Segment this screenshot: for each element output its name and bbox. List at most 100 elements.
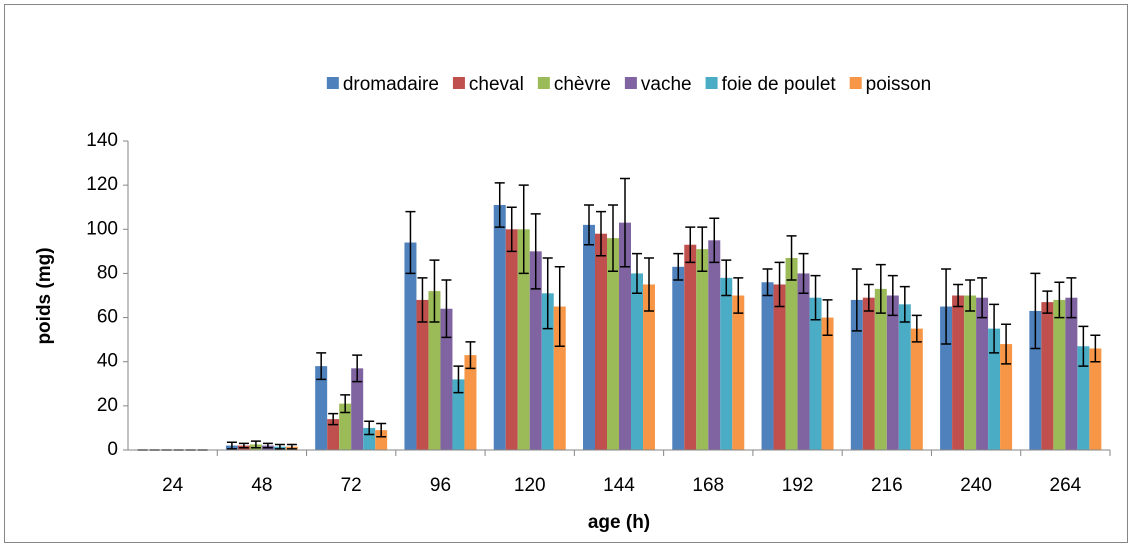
error-bar [798, 252, 809, 295]
bar [964, 295, 977, 450]
x-tick-label: 120 [514, 475, 546, 496]
legend-label: chèvre [554, 74, 611, 95]
x-tick-label: 168 [692, 475, 724, 496]
legend-swatch [849, 77, 862, 89]
bar [1089, 348, 1102, 450]
error-bar [274, 443, 285, 450]
error-bar [1030, 272, 1041, 350]
bar [464, 355, 477, 450]
x-tick-label: 240 [960, 475, 992, 496]
error-bar [709, 217, 720, 264]
error-bar [1090, 334, 1101, 363]
error-bar [644, 257, 654, 312]
error-bar [340, 394, 351, 414]
error-bar [494, 182, 505, 228]
error-bar [328, 412, 339, 426]
bar [785, 257, 798, 450]
error-bar [822, 299, 833, 336]
x-tick-label: 216 [871, 475, 903, 496]
x-tick-label: 144 [603, 475, 635, 496]
bar [607, 238, 619, 450]
error-bar [453, 365, 464, 394]
bar [493, 205, 506, 450]
bar [541, 293, 554, 450]
error-bar [554, 266, 565, 348]
bar [440, 308, 453, 450]
y-tick-label: 120 [86, 174, 118, 195]
error-bar [1078, 325, 1089, 367]
bar [375, 430, 388, 450]
x-tick-label: 192 [782, 475, 814, 496]
error-bar [810, 274, 821, 321]
error-bar [417, 277, 428, 323]
error-bar [262, 442, 273, 449]
error-bar [851, 268, 862, 332]
legend-label: vache [641, 74, 692, 95]
y-tick-label: 0 [107, 439, 118, 460]
bar [809, 297, 822, 450]
error-bar [911, 314, 922, 343]
legend-swatch [705, 77, 718, 89]
bar [452, 379, 465, 450]
bar [505, 229, 518, 450]
error-bar [584, 204, 594, 246]
error-bar [721, 259, 732, 297]
bar [315, 366, 328, 450]
x-tick-label: 72 [341, 475, 362, 496]
y-tick-label: 40 [97, 351, 118, 372]
error-bar [632, 252, 642, 295]
error-bar [941, 268, 952, 345]
error-bar [1054, 281, 1065, 319]
error-bar [673, 252, 684, 281]
error-bar [953, 283, 964, 308]
bar [416, 299, 429, 450]
bar [862, 297, 875, 450]
bar [952, 295, 965, 450]
bar [940, 306, 953, 450]
bar [404, 242, 417, 450]
y-tick-label: 80 [97, 262, 118, 283]
error-bar [352, 354, 363, 383]
error-bar [429, 259, 440, 323]
error-bar [863, 283, 874, 312]
error-bar [596, 210, 606, 257]
y-tick-label: 60 [97, 307, 118, 328]
error-bar [405, 210, 416, 275]
bar [1077, 346, 1090, 450]
x-axis-label: age (h) [588, 512, 650, 533]
chart-border [4, 4, 1128, 543]
bar [583, 224, 595, 450]
legend-swatch [624, 77, 637, 89]
bar [428, 291, 441, 450]
bar [631, 273, 643, 450]
legend-label: cheval [469, 74, 524, 95]
error-bar [762, 268, 773, 297]
bar [1053, 299, 1066, 450]
bar [327, 419, 340, 450]
error-bar [364, 420, 375, 436]
bar [339, 403, 352, 450]
error-bar [238, 442, 249, 449]
error-bar [965, 279, 976, 312]
error-bar [542, 257, 553, 330]
bar [619, 222, 631, 450]
error-bar [1066, 277, 1077, 319]
bar [761, 282, 774, 450]
bar [720, 277, 733, 450]
bar [517, 229, 530, 450]
bar [850, 299, 863, 450]
bar [1041, 302, 1054, 450]
bar [643, 284, 655, 450]
bar [886, 295, 899, 450]
bar [898, 304, 911, 450]
bar [732, 295, 745, 450]
error-bar [989, 303, 1000, 354]
bar [988, 328, 1001, 450]
error-bar [316, 352, 327, 381]
bar [797, 273, 810, 450]
bar [696, 249, 709, 450]
bar [529, 251, 542, 450]
error-bar [1042, 290, 1053, 314]
bar [708, 240, 721, 450]
